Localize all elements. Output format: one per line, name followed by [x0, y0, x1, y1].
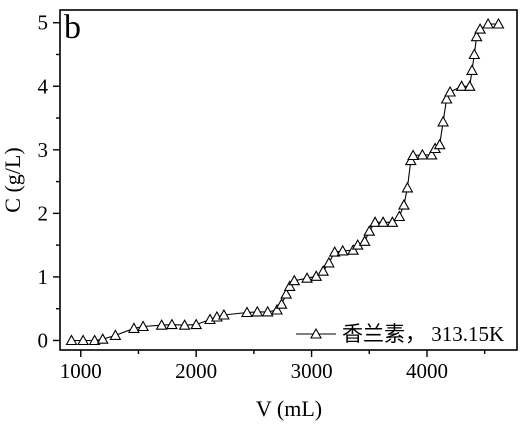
data-point-triangle [358, 235, 371, 246]
data-point-triangle [310, 270, 323, 281]
data-point-triangle [433, 138, 446, 150]
data-point-triangle [416, 148, 429, 160]
plot-frame [59, 9, 518, 351]
data-point-triangle [155, 319, 168, 330]
data-point-triangle [468, 48, 481, 60]
data-point-triangle [88, 334, 101, 346]
data-point-triangle [386, 216, 399, 227]
legend-marker-triangle [310, 327, 322, 339]
data-point-triangle [241, 306, 253, 318]
data-point-triangle [377, 216, 390, 227]
data-point-triangle [109, 329, 122, 340]
data-point-triangle [397, 198, 410, 210]
y-tick-label: 1 [38, 265, 49, 289]
panel-label: b [64, 9, 81, 46]
x-tick-label: 2000 [175, 359, 217, 383]
series-layer [65, 17, 505, 346]
data-point-triangle [492, 17, 505, 29]
x-tick-label: 4000 [406, 359, 448, 383]
x-tick-label: 1000 [60, 359, 102, 383]
data-point-triangle [440, 92, 453, 104]
legend: 香兰素， 313.15K [296, 322, 504, 346]
data-point-triangle [444, 85, 457, 97]
data-point-triangle [425, 148, 438, 160]
data-point-triangle [280, 287, 293, 299]
data-point-triangle [393, 210, 406, 222]
data-point-triangle [455, 80, 468, 91]
data-point-triangle [317, 265, 330, 276]
data-point-triangle [463, 80, 476, 91]
data-point-triangle [77, 334, 90, 346]
data-point-triangle [137, 320, 150, 332]
y-axis-label: C (g/L) [0, 147, 25, 212]
y-tick-label: 4 [38, 74, 49, 98]
data-point-triangle [369, 216, 382, 227]
data-point-triangle [271, 303, 283, 315]
data-point-triangle [251, 305, 264, 317]
data-point-triangle [96, 333, 109, 344]
data-point-triangle [470, 30, 483, 42]
data-point-triangle [407, 149, 420, 161]
data-point-triangle [474, 22, 487, 34]
data-point-triangle [336, 244, 349, 256]
x-axis-label: V (mL) [256, 396, 322, 421]
x-tick-label: 3000 [291, 359, 333, 383]
data-point-triangle [404, 154, 417, 166]
y-axis: 0 1 2 3 4 5 [38, 11, 60, 352]
y-tick-label: 5 [38, 11, 49, 35]
y-tick-label: 2 [38, 201, 49, 225]
data-point-triangle [482, 17, 495, 29]
data-point-triangle [288, 274, 301, 286]
data-point-triangle [217, 308, 230, 320]
data-point-triangle [401, 181, 414, 193]
data-point-triangle [65, 334, 78, 346]
axes-frame [59, 9, 518, 351]
data-point-triangle [190, 318, 203, 330]
data-point-triangle [261, 305, 274, 317]
data-point-triangle [275, 298, 288, 309]
data-point-triangle [466, 64, 478, 75]
data-point-triangle [347, 244, 360, 255]
data-point-triangle [127, 322, 140, 333]
data-point-triangle [283, 280, 296, 291]
data-point-triangle [363, 225, 376, 236]
data-point-triangle [165, 318, 178, 330]
data-point-triangle [301, 272, 313, 283]
data-point-triangle [178, 319, 191, 330]
data-point-triangle [328, 245, 341, 257]
y-tick-label: 3 [38, 138, 49, 162]
data-point-triangle [437, 115, 450, 127]
legend-label: 香兰素， 313.15K [342, 322, 504, 346]
y-tick-label: 0 [38, 328, 49, 352]
data-point-triangle [322, 256, 335, 268]
x-axis: 1000 2000 3000 4000 [60, 350, 486, 383]
